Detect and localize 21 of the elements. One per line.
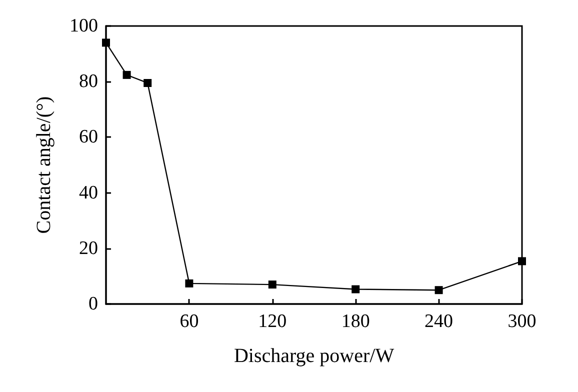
point (518, 257, 526, 266)
x-axis-title: Discharge power/W (234, 345, 394, 367)
y-tick-label: 0 (88, 294, 98, 314)
point (144, 78, 152, 87)
point (102, 38, 110, 47)
x-tick-label: 180 (341, 311, 370, 332)
y-tick-label: 20 (79, 238, 98, 259)
point (185, 279, 194, 288)
y-axis-title: Contact angle/(°) (33, 96, 55, 234)
y-tick-label: 80 (79, 71, 98, 92)
y-tick-label: 100 (70, 16, 98, 36)
point (434, 286, 443, 294)
point (268, 280, 276, 289)
x-tick-label: 120 (258, 311, 287, 332)
point (352, 285, 360, 294)
x-tick-label: 60 (180, 311, 199, 332)
x-tick-label: 240 (424, 311, 454, 332)
y-tick-label: 40 (79, 182, 98, 204)
y-tick-label: 60 (79, 126, 98, 148)
x-tick-label: 300 (508, 311, 536, 332)
point (122, 70, 131, 79)
